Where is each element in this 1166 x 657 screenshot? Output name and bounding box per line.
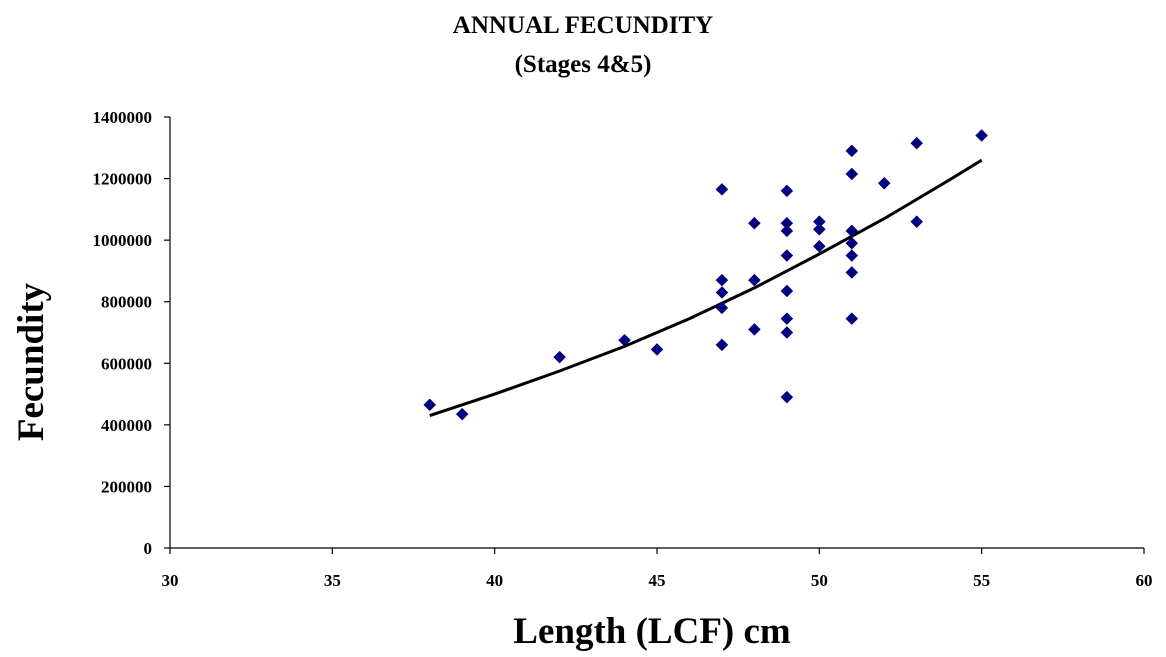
data-point — [423, 398, 437, 412]
y-tick-label: 400000 — [101, 416, 152, 435]
data-point — [748, 273, 761, 287]
data-point — [845, 144, 859, 158]
chart-subtitle: (Stages 4&5) — [515, 51, 652, 78]
data-point — [975, 129, 989, 142]
x-tick-label: 40 — [486, 571, 503, 590]
data-point — [715, 273, 729, 287]
y-tick-label: 800000 — [101, 293, 152, 312]
data-point — [650, 343, 664, 356]
data-point — [910, 215, 924, 229]
y-tick-label: 600000 — [101, 354, 152, 373]
x-tick-label: 35 — [324, 571, 341, 590]
data-point — [812, 223, 826, 236]
data-point — [845, 167, 859, 181]
data-point — [780, 312, 794, 325]
data-point — [715, 182, 729, 196]
data-point — [715, 286, 729, 299]
data-point — [780, 326, 794, 339]
y-tick-label: 200000 — [101, 477, 152, 496]
data-point — [780, 390, 794, 404]
x-tick-label: 50 — [811, 571, 828, 590]
y-axis-ticks: 0 200000 400000 600000 800000 1000000 1200000 1… — [93, 108, 170, 558]
x-axis-ticks: 30 35 40 45 50 55 60 — [162, 548, 1153, 590]
data-point — [618, 333, 631, 347]
y-tick-label: 0 — [144, 539, 153, 558]
x-tick-label: 30 — [162, 571, 179, 590]
data-point — [715, 301, 729, 315]
trendline — [429, 158, 983, 418]
x-tick-label: 60 — [1136, 571, 1153, 590]
data-point — [780, 184, 794, 198]
data-point — [455, 407, 469, 421]
x-tick-label: 55 — [973, 571, 990, 590]
data-point — [780, 249, 794, 262]
data-point — [780, 284, 794, 298]
data-point — [780, 224, 794, 238]
data-point — [748, 323, 761, 336]
y-tick-label: 1400000 — [93, 108, 153, 127]
data-point — [845, 266, 859, 279]
y-axis-label: Fecundity — [11, 282, 52, 441]
data-point — [845, 249, 859, 262]
data-point — [910, 136, 924, 150]
data-point — [812, 239, 826, 253]
data-point — [748, 216, 761, 230]
chart-title: ANNUAL FECUNDITY — [453, 12, 713, 39]
data-point — [715, 338, 729, 352]
data-points — [423, 129, 989, 421]
data-point — [845, 312, 859, 325]
x-axis-label: Length (LCF) cm — [513, 611, 791, 652]
y-tick-label: 1200000 — [93, 170, 153, 189]
y-tick-label: 1000000 — [93, 231, 153, 250]
x-tick-label: 45 — [649, 571, 666, 590]
data-point — [553, 350, 566, 364]
data-point — [877, 176, 891, 190]
